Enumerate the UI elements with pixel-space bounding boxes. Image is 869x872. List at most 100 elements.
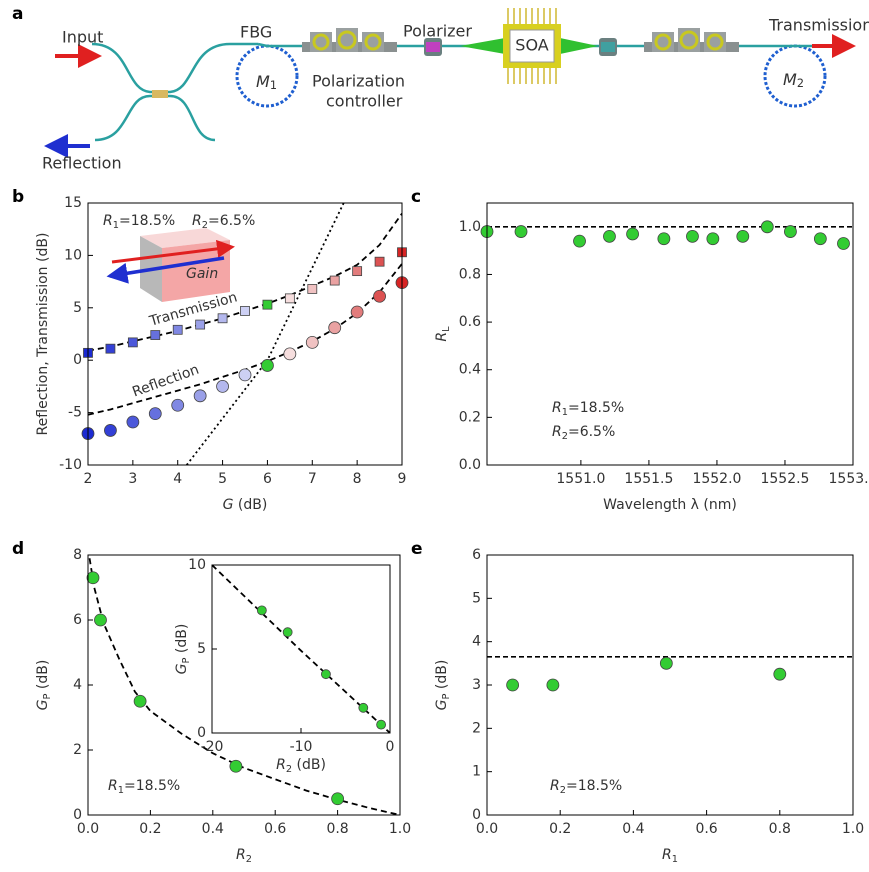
y-tick-label: 1 bbox=[472, 764, 481, 780]
text-part: =6.5% bbox=[208, 213, 255, 229]
data-point bbox=[813, 232, 827, 246]
data-point bbox=[321, 669, 331, 680]
text-part: G bbox=[35, 699, 51, 710]
text-part: 1 bbox=[672, 854, 678, 865]
annotation: R2=6.5% bbox=[552, 424, 615, 442]
data-point bbox=[350, 305, 364, 319]
y-axis-label: GP (dB) bbox=[174, 624, 192, 675]
data-point bbox=[657, 232, 671, 246]
text-part: M bbox=[256, 72, 270, 91]
data-point bbox=[331, 792, 345, 806]
x-axis-label: R2 bbox=[236, 847, 252, 865]
text-part: (dB) bbox=[174, 624, 190, 658]
y-tick-label: 5 bbox=[197, 641, 206, 657]
y-tick-label: 5 bbox=[73, 300, 82, 316]
data-point bbox=[626, 227, 639, 241]
data-point bbox=[376, 719, 387, 730]
text-part: P bbox=[441, 693, 452, 699]
data-point bbox=[104, 424, 117, 437]
y-tick-label: 6 bbox=[472, 547, 481, 563]
y-tick-label: -5 bbox=[68, 405, 82, 421]
data-point bbox=[229, 759, 243, 773]
data-point bbox=[283, 347, 297, 361]
annotation: R1=18.5% bbox=[552, 400, 624, 418]
text-part: R bbox=[108, 778, 118, 794]
data-point bbox=[760, 220, 774, 234]
y-tick-label: 2 bbox=[73, 742, 82, 758]
data-point bbox=[216, 379, 229, 393]
y-axis-label: GP (dB) bbox=[35, 660, 53, 711]
text-part: P bbox=[181, 657, 192, 663]
x-tick-label: 1553.0 bbox=[829, 471, 869, 487]
data-point bbox=[126, 415, 140, 429]
data-point bbox=[837, 237, 850, 250]
y-tick-label: 4 bbox=[472, 634, 481, 650]
x-tick-label: 5 bbox=[218, 471, 227, 487]
label: Input bbox=[62, 28, 103, 47]
y-axis-label: RL bbox=[434, 326, 452, 342]
data-point bbox=[373, 289, 386, 303]
y-tick-label: 0 bbox=[197, 725, 206, 741]
annotation: R2=18.5% bbox=[550, 778, 622, 796]
fiber bbox=[94, 94, 216, 142]
data-point bbox=[262, 299, 273, 310]
text-part: (dB) bbox=[233, 497, 267, 513]
taper bbox=[460, 38, 598, 54]
y-tick-label: 15 bbox=[64, 195, 82, 211]
y-tick-label: 0.2 bbox=[459, 409, 481, 425]
plot-frame bbox=[87, 202, 403, 466]
data-point bbox=[352, 266, 363, 277]
polarizer bbox=[424, 38, 617, 56]
x-tick-label: 3 bbox=[128, 471, 137, 487]
x-tick-label: 0.8 bbox=[769, 821, 791, 837]
text-part: R bbox=[276, 757, 286, 773]
plot-frame bbox=[486, 202, 854, 466]
y-tick-label: 3 bbox=[472, 677, 481, 693]
data-point bbox=[261, 359, 274, 372]
fiber bbox=[91, 42, 258, 94]
text-part: 2 bbox=[562, 431, 568, 442]
label: Polarizer bbox=[403, 22, 472, 41]
x-tick-label: 0.4 bbox=[202, 821, 224, 837]
data-point bbox=[133, 694, 147, 708]
text-part: R bbox=[552, 424, 562, 440]
text-part: G bbox=[174, 663, 190, 674]
y-axis-label: Reflection, Transmission (dB) bbox=[35, 233, 51, 436]
x-tick-label: 0 bbox=[386, 739, 395, 755]
arrow bbox=[111, 239, 235, 264]
plot-area bbox=[88, 558, 400, 815]
x-tick-label: 9 bbox=[398, 471, 407, 487]
x-tick-label: 8 bbox=[353, 471, 362, 487]
x-tick-label: 1551.5 bbox=[624, 471, 673, 487]
coupler bbox=[152, 90, 168, 98]
y-tick-label: 0 bbox=[73, 807, 82, 823]
text-part: G bbox=[434, 699, 450, 710]
text-part: (dB) bbox=[292, 757, 326, 773]
x-tick-label: 0.2 bbox=[549, 821, 571, 837]
data-point bbox=[307, 284, 318, 294]
x-axis-label: G (dB) bbox=[223, 497, 268, 513]
text-part: 1 bbox=[562, 407, 568, 418]
y-tick-label: -10 bbox=[59, 457, 82, 473]
x-tick-label: 0.6 bbox=[695, 821, 717, 837]
text-part: 2 bbox=[286, 764, 292, 775]
text-part: =18.5% bbox=[119, 213, 175, 229]
data-point bbox=[358, 702, 369, 713]
data-point bbox=[546, 678, 560, 692]
y-tick-label: 8 bbox=[73, 547, 82, 563]
text-part: 1 bbox=[270, 79, 277, 92]
data-point bbox=[659, 656, 673, 670]
data-point bbox=[305, 335, 319, 349]
data-point bbox=[150, 330, 161, 340]
text-part: R bbox=[236, 847, 246, 863]
y-tick-label: 1.0 bbox=[459, 219, 481, 235]
y-tick-label: 4 bbox=[73, 677, 82, 693]
y-tick-label: 0 bbox=[472, 807, 481, 823]
label: M2 bbox=[783, 70, 804, 91]
data-point bbox=[282, 627, 293, 638]
text-part: R bbox=[662, 847, 672, 863]
x-tick-label: 0.6 bbox=[264, 821, 286, 837]
panel-label: a bbox=[12, 4, 23, 24]
y-tick-label: 0.8 bbox=[459, 266, 481, 282]
y-tick-label: 10 bbox=[188, 557, 206, 573]
